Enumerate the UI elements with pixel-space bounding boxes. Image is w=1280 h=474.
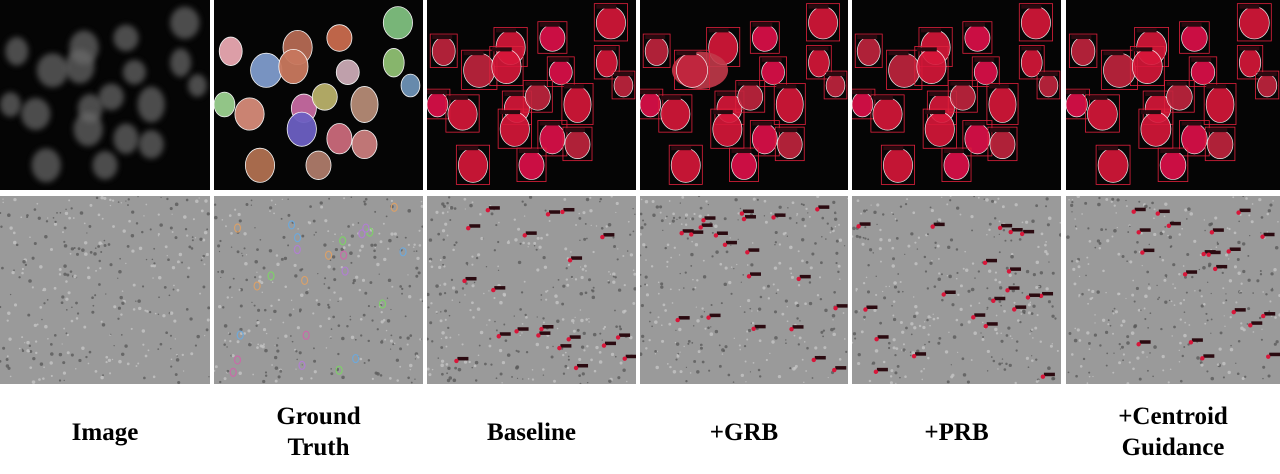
caption-grb: +GRB [640,390,848,474]
panel-baseline-phase [427,196,636,384]
caption-prb-line1: +PRB [924,418,989,446]
caption-centroid-guidance: +Centroid Guidance [1066,390,1280,474]
caption-gt-line2: Truth [287,434,350,461]
panel-image-phase [0,196,210,384]
centroid-phase-predictions [1066,196,1280,384]
panel-prb-fluorescence [852,0,1061,190]
caption-ground-truth: Ground Truth [214,390,423,474]
phase-image [0,196,210,384]
panel-centroid-fluorescence [1066,0,1280,190]
figure-grid [0,0,1280,384]
caption-image-line1: Image [71,418,139,446]
panel-centroid-phase [1066,196,1280,384]
panel-image-fluorescence [0,0,210,190]
baseline-fluorescence-predictions [427,0,636,190]
caption-baseline-line1: Baseline [487,418,576,446]
prb-fluorescence-predictions [852,0,1061,190]
grb-phase-predictions [640,196,848,384]
prb-phase-predictions [852,196,1061,384]
caption-centroid-line2: Guidance [1121,434,1225,461]
panel-gt-fluorescence [214,0,423,190]
panel-gt-phase [214,196,423,384]
caption-gt-line1: Ground [276,403,361,430]
grb-fluorescence-predictions [640,0,848,190]
panel-grb-phase [640,196,848,384]
gt-phase-masks [214,196,423,384]
gt-fluorescence-masks [214,0,423,190]
caption-prb: +PRB [852,390,1061,474]
panel-prb-phase [852,196,1061,384]
caption-baseline: Baseline [427,390,636,474]
caption-image: Image [0,390,210,474]
centroid-fluorescence-predictions [1066,0,1280,190]
caption-centroid-line1: +Centroid [1118,403,1228,430]
panel-baseline-fluorescence [427,0,636,190]
panel-grb-fluorescence [640,0,848,190]
baseline-phase-predictions [427,196,636,384]
fluorescence-image [0,0,210,190]
caption-grb-line1: +GRB [709,418,779,446]
